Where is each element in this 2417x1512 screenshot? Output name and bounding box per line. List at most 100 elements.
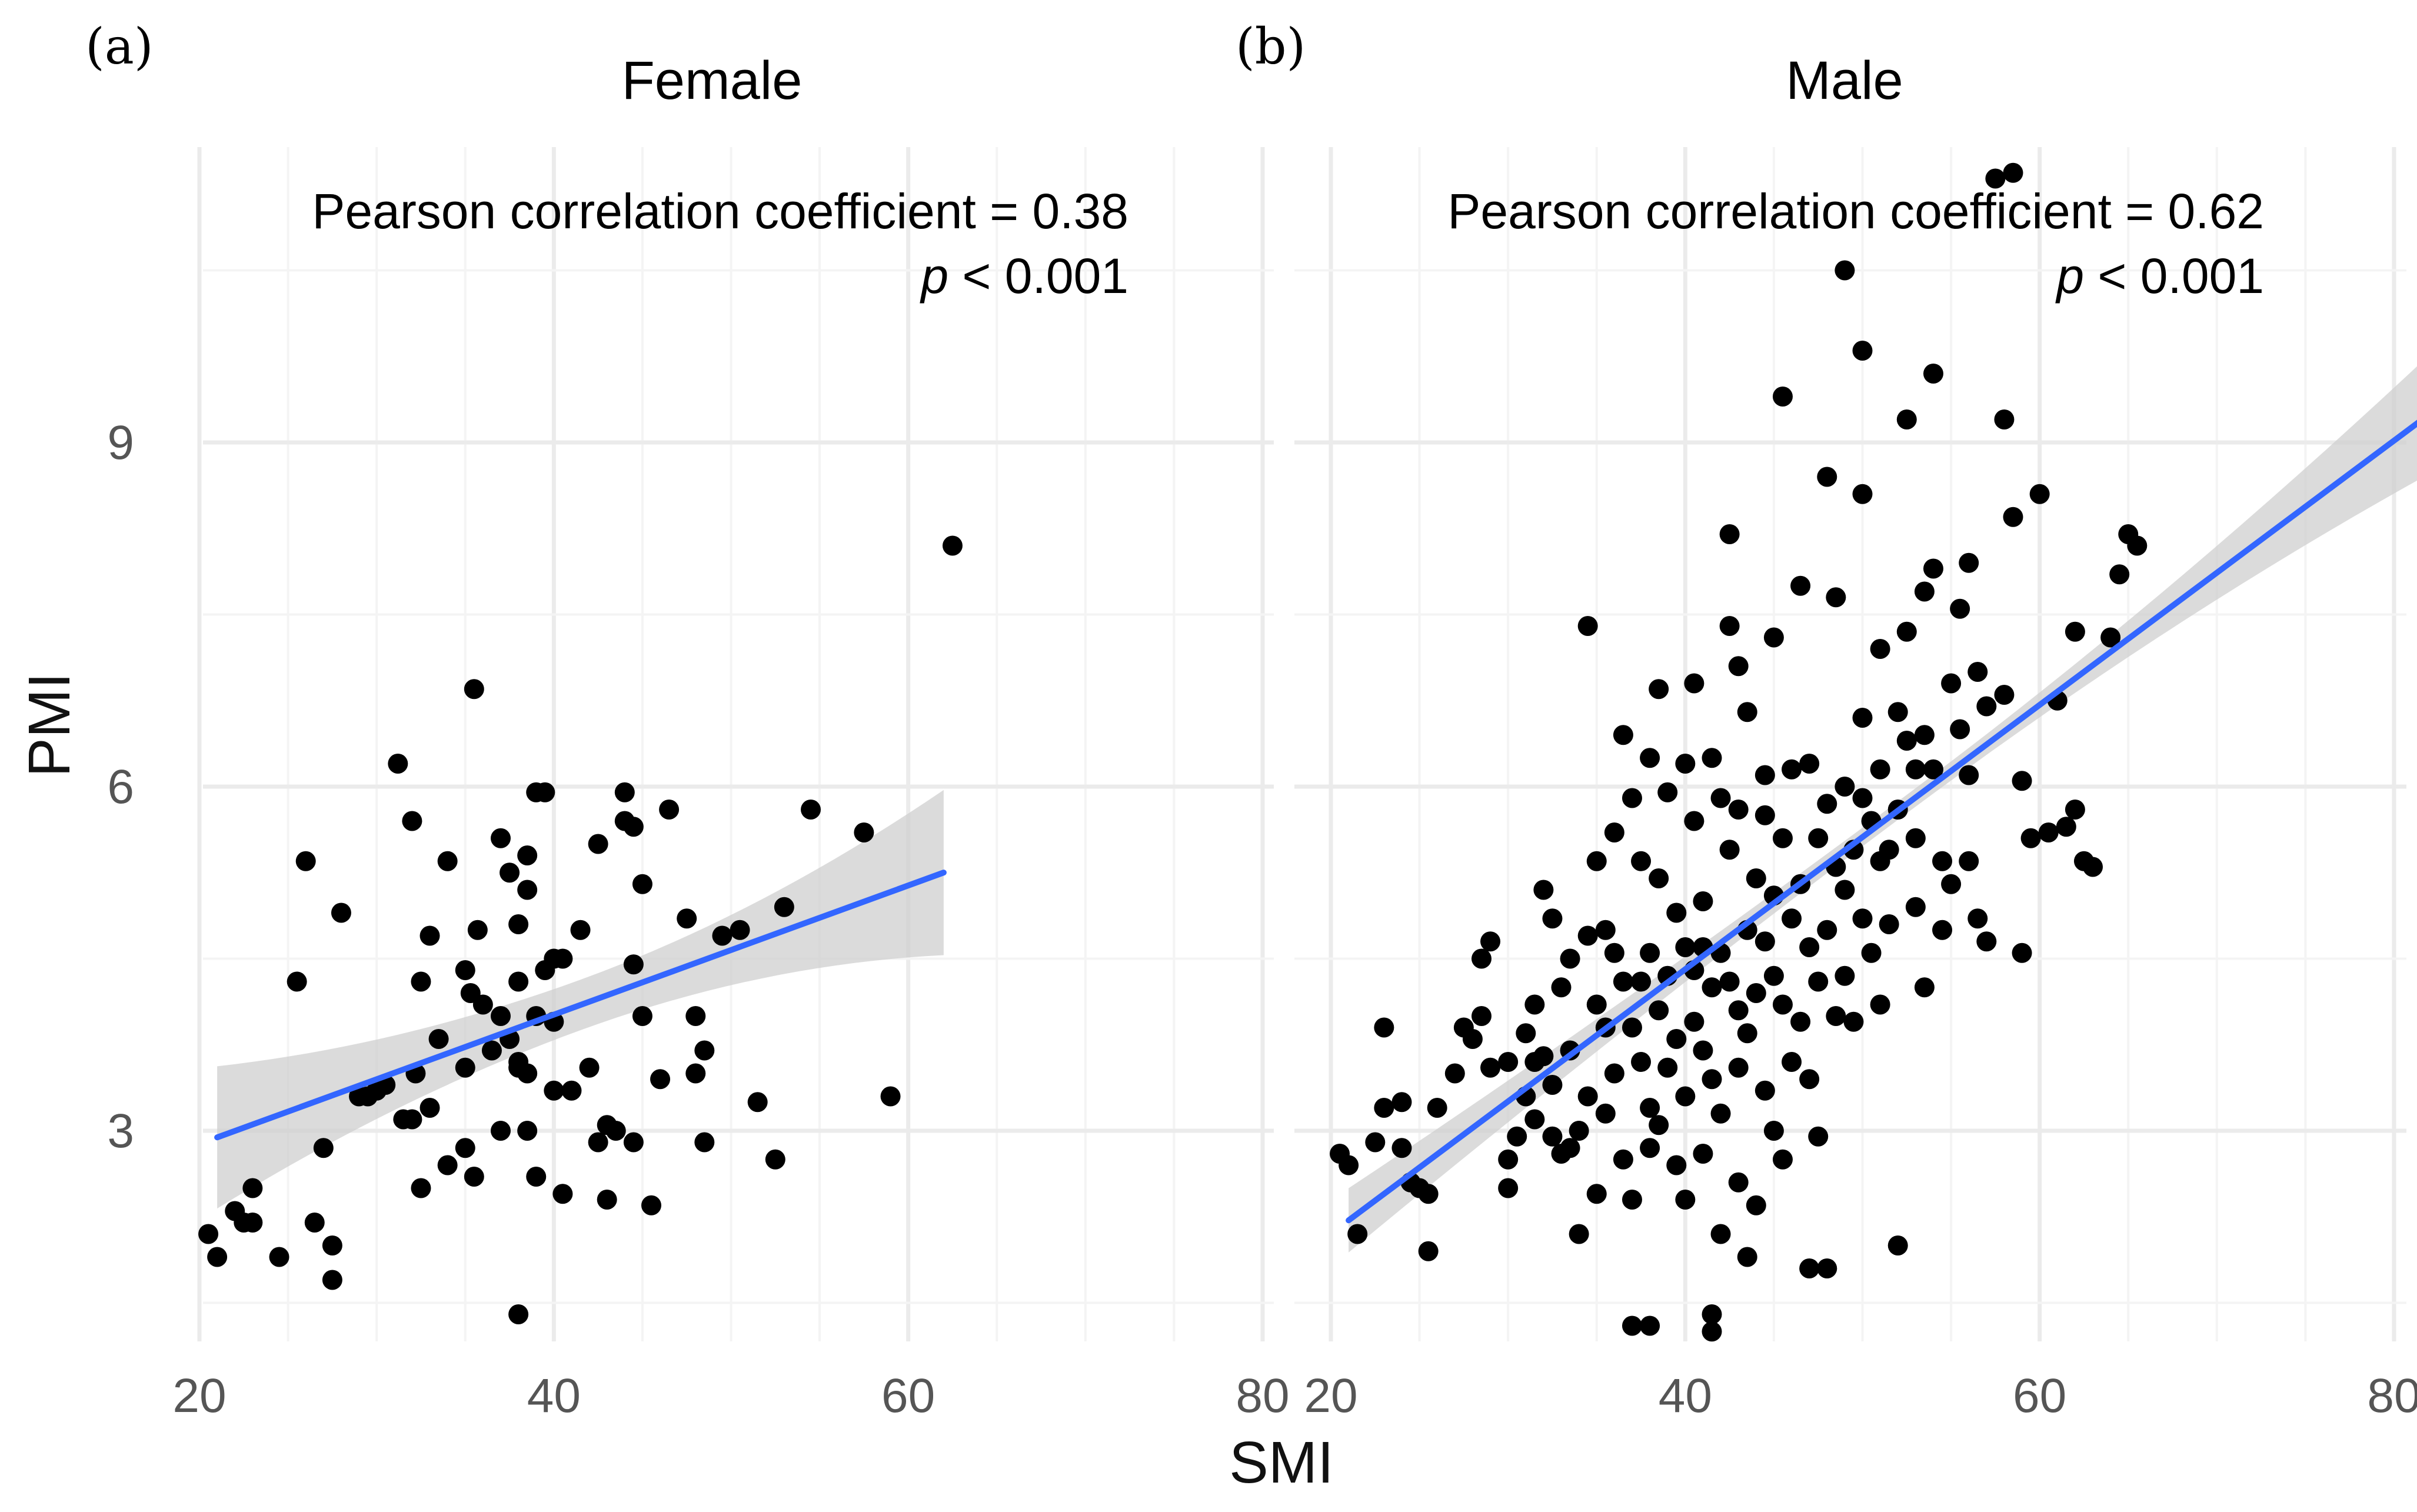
data-point — [1932, 851, 1953, 871]
data-point — [544, 1080, 564, 1101]
data-point — [1613, 1149, 1633, 1170]
data-point — [517, 1063, 538, 1084]
p-value-text-female: < 0.001 — [948, 248, 1128, 304]
data-point — [1772, 828, 1793, 848]
data-point — [1905, 759, 1926, 780]
data-point — [730, 920, 750, 940]
data-point — [1852, 788, 1873, 808]
data-point — [1914, 725, 1935, 745]
data-point — [1586, 851, 1607, 871]
data-point — [1551, 977, 1572, 998]
x-tick-label: 40 — [527, 1369, 581, 1423]
data-point — [712, 925, 733, 946]
data-point — [1879, 914, 1899, 934]
data-point — [1994, 409, 2015, 429]
data-point — [659, 800, 680, 820]
data-point — [1746, 868, 1766, 888]
data-point — [1684, 811, 1704, 831]
data-point — [1471, 948, 1492, 969]
data-point — [1817, 794, 1837, 814]
correlation-annotation-male: Pearson correlation coefficient = 0.62 — [1447, 184, 2264, 239]
data-point — [1649, 868, 1669, 888]
data-point — [1577, 616, 1598, 636]
data-point — [694, 1040, 715, 1061]
data-point — [677, 908, 697, 929]
x-tick-label: 60 — [2013, 1369, 2066, 1423]
data-point — [1702, 977, 1722, 998]
data-point — [1852, 708, 1873, 728]
data-point — [1790, 1011, 1811, 1032]
data-point — [1879, 840, 1899, 860]
data-point — [287, 971, 307, 992]
data-point — [1887, 702, 1908, 722]
scatter-points-male — [1330, 162, 2148, 1342]
data-point — [1835, 777, 1855, 797]
data-point — [1923, 558, 1943, 579]
data-point — [1923, 759, 1943, 780]
data-point — [402, 1109, 422, 1130]
data-point — [632, 1006, 652, 1026]
data-point — [1640, 1315, 1660, 1336]
fit-line-male — [1346, 419, 2417, 1224]
data-point — [1755, 1080, 1775, 1101]
y-tick-label: 9 — [107, 416, 134, 469]
data-point — [1728, 1172, 1749, 1193]
data-point — [1967, 908, 1988, 929]
data-point — [1480, 931, 1501, 952]
confidence-band — [217, 790, 944, 1209]
data-point — [694, 1132, 715, 1153]
data-point — [1560, 948, 1580, 969]
data-point — [304, 1213, 325, 1233]
data-point — [588, 1132, 608, 1153]
data-point — [1533, 880, 1554, 900]
data-point — [1702, 1304, 1722, 1324]
data-point — [1480, 1057, 1501, 1078]
data-point — [1471, 1006, 1492, 1026]
data-point — [331, 902, 351, 923]
gridlines-male — [1294, 147, 2406, 1341]
data-point — [1994, 685, 2015, 705]
data-point — [402, 811, 422, 831]
data-point — [1941, 673, 1962, 694]
data-point — [623, 954, 644, 975]
p-symbol-female: p — [919, 248, 948, 304]
data-point — [2100, 627, 2121, 648]
confidence-band — [1349, 366, 2417, 1253]
data-point — [508, 914, 529, 934]
data-point — [455, 960, 475, 980]
data-point — [1976, 931, 1997, 952]
data-point — [1772, 387, 1793, 407]
data-point — [242, 1178, 263, 1198]
data-point — [1649, 1115, 1669, 1135]
data-point — [2065, 800, 2085, 820]
data-point — [1985, 168, 2006, 189]
data-point — [322, 1270, 342, 1290]
data-point — [801, 800, 821, 820]
data-point — [1737, 1247, 1757, 1267]
data-point — [685, 1006, 706, 1026]
data-point — [1790, 575, 1811, 596]
data-point — [1622, 1017, 1642, 1038]
data-point — [1710, 1103, 1731, 1124]
data-point — [1923, 364, 1943, 384]
data-point — [1577, 1086, 1598, 1107]
p-value-text-male: < 0.001 — [2084, 248, 2264, 304]
y-tick-label: 3 — [107, 1104, 134, 1158]
data-point — [2020, 828, 2041, 848]
data-point — [1719, 616, 1740, 636]
data-point — [490, 1006, 511, 1026]
data-point — [1702, 748, 1722, 768]
data-point — [2083, 857, 2103, 877]
data-point — [1560, 1138, 1580, 1158]
scatter-points-female — [198, 535, 963, 1324]
data-point — [1524, 1109, 1545, 1130]
data-point — [1586, 1184, 1607, 1204]
fit-line-female — [214, 870, 947, 1141]
data-point — [561, 1080, 582, 1101]
data-point — [1896, 621, 1917, 642]
data-point — [1604, 942, 1624, 963]
data-point — [467, 920, 488, 940]
data-point — [455, 1138, 475, 1158]
data-point — [1391, 1138, 1412, 1158]
data-point — [1622, 1315, 1642, 1336]
